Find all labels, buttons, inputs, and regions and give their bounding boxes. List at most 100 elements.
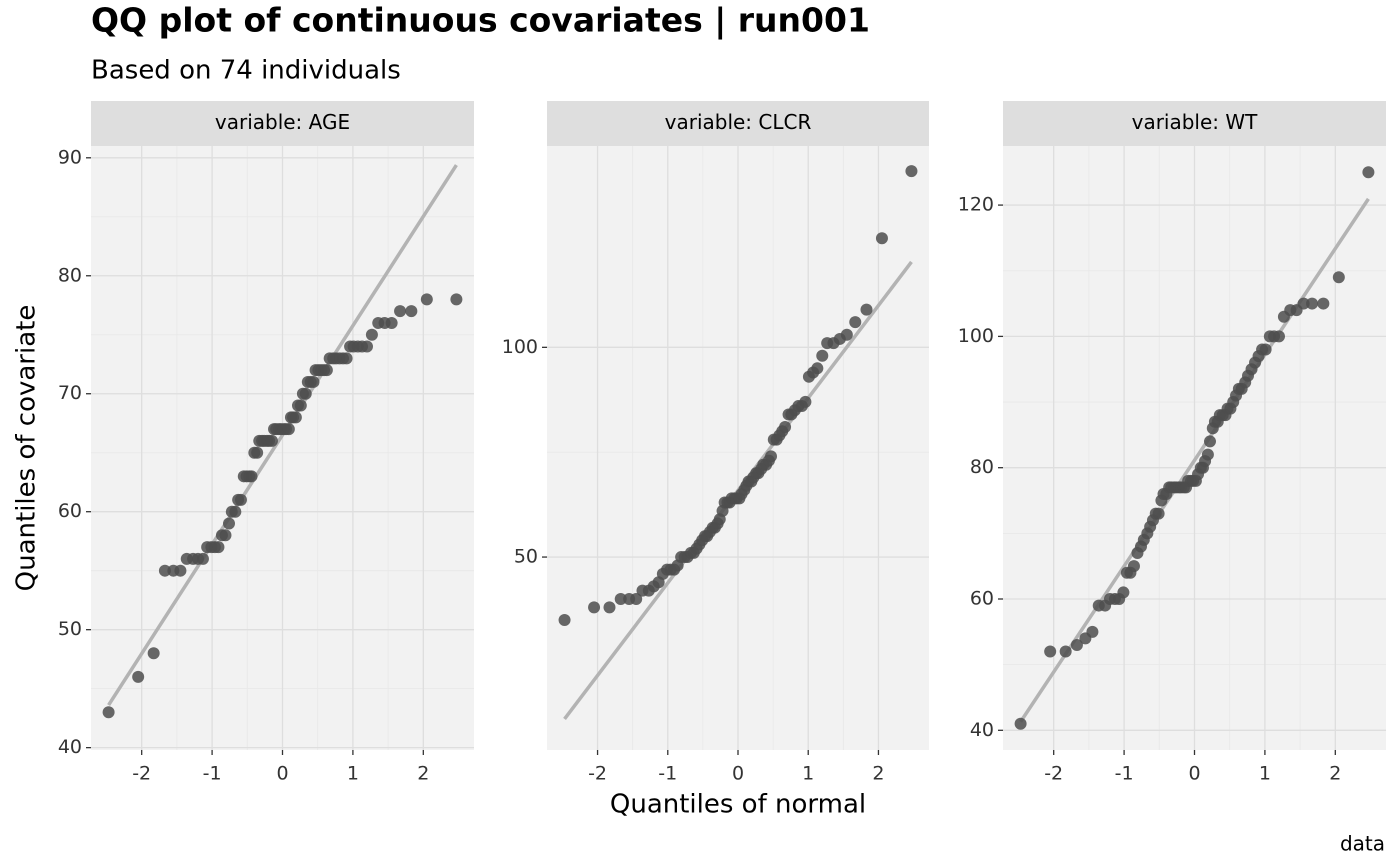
x-tick-label: 1 [347,763,359,785]
data-point [1127,560,1140,573]
data-point [385,316,398,329]
data-point [251,446,264,459]
facet-label: variable: WT [1132,110,1259,134]
data-point [158,564,171,577]
data-point [196,552,209,565]
x-tick-label: 2 [417,763,429,785]
y-tick-label: 60 [970,588,994,610]
x-tick-label: 2 [1329,763,1341,785]
facet-label: variable: CLCR [665,110,812,134]
data-point [102,706,115,719]
qq-reference-line [1019,197,1370,723]
y-tick-label: 100 [502,336,538,358]
data-point [816,349,829,362]
data-point [289,411,302,424]
data-point [265,434,278,447]
x-tick-label: -2 [132,763,151,785]
y-tick-label: 80 [58,264,82,286]
data-point [450,293,463,306]
data-point [147,647,160,660]
y-axis-label: Quantiles of covariate [12,305,42,592]
x-tick-label: 0 [1188,763,1200,785]
data-point [1117,586,1130,599]
y-tick-label: 90 [58,146,82,168]
data-point [614,593,627,605]
data-point [365,328,378,341]
y-tick-label: 60 [58,500,82,522]
x-tick-label: 0 [276,763,288,785]
data-point [1362,166,1375,179]
data-point [320,364,333,377]
data-point [1306,297,1319,310]
data-point [1317,297,1330,310]
x-tick-label: -1 [1115,763,1134,785]
caption: data [1340,832,1385,856]
data-point [1014,717,1027,730]
data-point [779,421,792,434]
data-point [360,340,373,353]
y-tick-label: 40 [58,736,82,758]
data-point [799,395,812,408]
y-tick-label: 70 [58,382,82,404]
data-point [174,564,187,577]
data-point [588,601,601,614]
data-point [1297,297,1310,310]
data-point [282,423,295,436]
data-point [394,305,407,318]
data-point [340,352,353,365]
qq-reference-line [107,164,458,706]
x-tick-label: 2 [872,763,884,785]
data-point [765,450,778,463]
data-point [222,517,235,530]
data-point [405,305,418,318]
facet-strip [547,101,929,146]
data-point [229,505,242,518]
data-point [245,470,258,483]
data-point [1059,645,1072,658]
data-point [860,303,873,316]
data-point [840,328,853,341]
data-point [1201,448,1214,461]
data-point [875,232,888,245]
data-point [1044,645,1057,658]
data-point [1259,343,1272,356]
x-axis-label: Quantiles of normal [610,790,866,820]
facet-strip [1003,101,1386,146]
x-tick-label: -1 [658,763,677,785]
data-point [1152,507,1165,520]
data-point [849,316,862,329]
chart-title: QQ plot of continuous covariates | run00… [91,1,870,40]
data-point [558,613,571,626]
data-point [307,375,320,388]
data-point [1086,625,1099,638]
y-tick-label: 50 [58,618,82,640]
data-point [630,593,643,605]
data-point [299,387,312,400]
data-point [905,165,918,178]
x-tick-label: 0 [732,763,744,785]
data-point [1332,271,1345,284]
data-point [811,362,824,375]
data-point [1203,435,1216,448]
data-point [1272,330,1285,343]
data-point [420,293,433,306]
y-tick-label: 80 [970,456,994,478]
data-point [603,601,616,614]
data-point [294,399,307,412]
x-tick-label: 1 [802,763,814,785]
facet-strip [91,101,474,146]
data-point [219,529,232,542]
y-tick-label: 40 [970,719,994,741]
x-tick-label: -1 [203,763,222,785]
x-tick-label: 1 [1259,763,1271,785]
y-tick-label: 50 [514,546,538,568]
data-point [234,493,247,506]
x-tick-label: -2 [588,763,607,785]
data-point [1070,638,1083,651]
chart-subtitle: Based on 74 individuals [91,56,401,86]
facet-label: variable: AGE [215,110,350,134]
y-tick-label: 120 [958,194,994,216]
data-point [132,670,145,683]
data-point [212,541,225,554]
